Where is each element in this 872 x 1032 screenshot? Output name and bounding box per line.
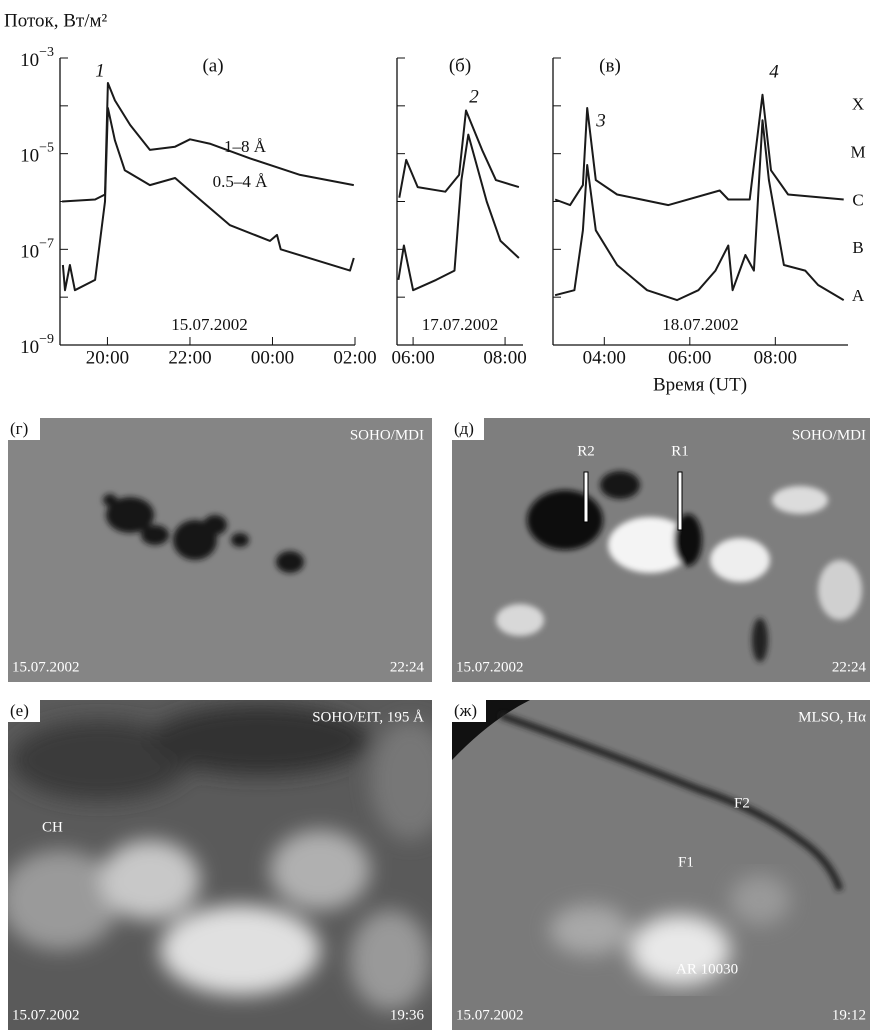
date-label: 17.07.2002 bbox=[422, 315, 499, 334]
panel-label: (б) bbox=[449, 55, 471, 76]
panel-label: (д) bbox=[454, 419, 474, 438]
date: 15.07.2002 bbox=[456, 659, 524, 675]
label: CH bbox=[42, 819, 63, 835]
class-label: M bbox=[850, 143, 865, 162]
image-eit: CH SOHO/EIT, 195 Å 15.07.2002 19:36 bbox=[8, 700, 432, 1030]
tag-box bbox=[452, 700, 486, 722]
flux-line bbox=[398, 109, 520, 198]
series-label: 1–8 Å bbox=[224, 137, 267, 156]
tag-box bbox=[8, 418, 40, 440]
date-label: 15.07.2002 bbox=[171, 315, 248, 334]
panel-label: (ж) bbox=[454, 701, 477, 720]
class-label: X bbox=[852, 95, 864, 114]
tag-box bbox=[452, 418, 484, 440]
x-tick-label: 22:00 bbox=[168, 347, 211, 368]
x-tick-label: 06:00 bbox=[668, 347, 711, 368]
class-label: C bbox=[852, 190, 863, 209]
class-label: A bbox=[852, 286, 865, 305]
time: 19:36 bbox=[390, 1007, 425, 1023]
x-tick-label: 00:00 bbox=[251, 347, 294, 368]
x-axis-label: Время (UT) bbox=[653, 374, 747, 395]
x-tick-label: 06:00 bbox=[391, 347, 434, 368]
y-tick-label: 10−3 bbox=[20, 45, 54, 71]
time: 22:24 bbox=[390, 659, 425, 675]
flux-line bbox=[397, 133, 520, 292]
y-axis-label: Поток, Вт/м² bbox=[4, 10, 108, 31]
date: 15.07.2002 bbox=[12, 1007, 80, 1023]
time: 22:24 bbox=[832, 659, 867, 675]
flux-line bbox=[554, 119, 845, 302]
image-mdi-magnetogram: R2 R1 SOHO/MDI 15.07.2002 22:24 bbox=[452, 418, 870, 682]
x-tick-label: 08:00 bbox=[483, 347, 526, 368]
peak-label: 3 bbox=[595, 110, 606, 131]
label: F1 bbox=[678, 854, 694, 870]
x-tick-label: 04:00 bbox=[583, 347, 626, 368]
instrument: SOHO/EIT, 195 Å bbox=[312, 709, 424, 725]
label: R2 bbox=[577, 443, 595, 459]
image-mdi-continuum: SOHO/MDI 15.07.2002 22:24 bbox=[8, 418, 432, 682]
date-label: 18.07.2002 bbox=[662, 315, 739, 334]
peak-label: 1 bbox=[95, 60, 105, 81]
panel-label: (г) bbox=[10, 419, 28, 438]
series-label: 0.5–4 Å bbox=[213, 172, 269, 191]
flux-line bbox=[554, 93, 844, 207]
peak-label: 2 bbox=[469, 86, 479, 107]
instrument: MLSO, Hα bbox=[798, 709, 866, 725]
date: 15.07.2002 bbox=[12, 659, 80, 675]
image-halpha: F2 F1 AR 10030 MLSO, Hα 15.07.2002 19:12 bbox=[452, 700, 870, 1030]
instrument: SOHO/MDI bbox=[792, 427, 866, 443]
panel-label: (в) bbox=[599, 55, 621, 76]
label: F2 bbox=[734, 795, 750, 811]
y-tick-label: 10−5 bbox=[20, 141, 54, 167]
label: R1 bbox=[671, 443, 689, 459]
flux-line bbox=[61, 107, 355, 292]
x-tick-label: 08:00 bbox=[754, 347, 797, 368]
date: 15.07.2002 bbox=[456, 1007, 524, 1023]
label: AR 10030 bbox=[676, 961, 738, 977]
panel-label: (а) bbox=[202, 55, 223, 76]
y-tick-label: 10−7 bbox=[20, 237, 54, 263]
tag-box bbox=[8, 700, 40, 722]
y-tick-label: 10−9 bbox=[20, 332, 54, 358]
class-label: B bbox=[852, 238, 863, 257]
panel-label: (е) bbox=[10, 701, 29, 720]
instrument: SOHO/MDI bbox=[350, 427, 424, 443]
x-tick-label: 20:00 bbox=[86, 347, 129, 368]
time: 19:12 bbox=[832, 1007, 866, 1023]
x-tick-label: 02:00 bbox=[333, 347, 376, 368]
peak-label: 4 bbox=[769, 61, 779, 82]
